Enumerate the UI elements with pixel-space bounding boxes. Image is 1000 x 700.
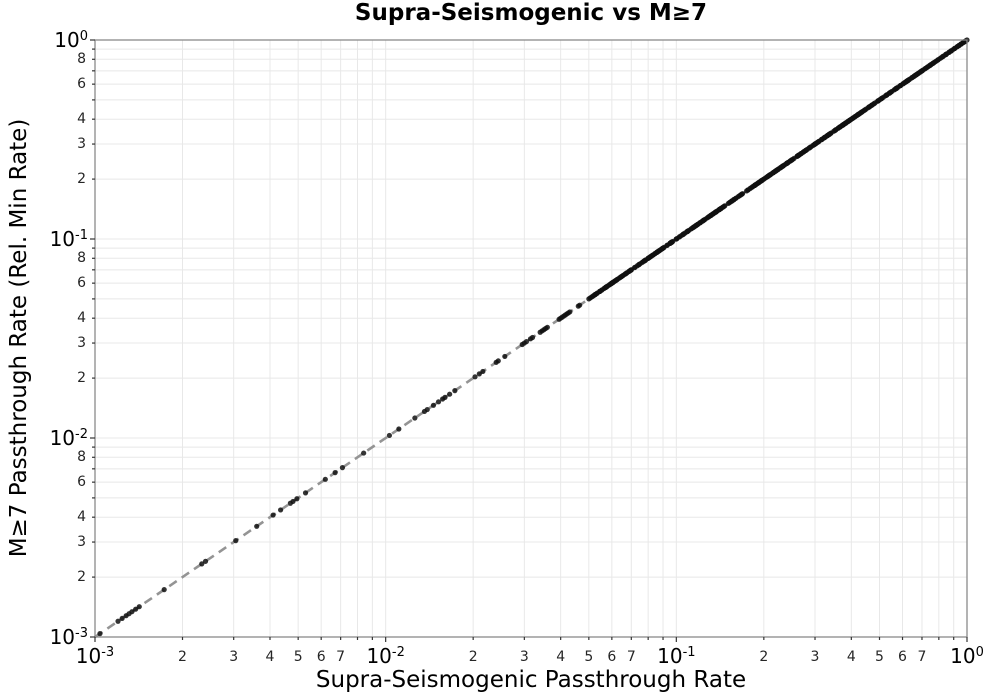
tick-marks (90, 39, 968, 642)
plot-border (94, 39, 968, 638)
x-axis-label: Supra-Seismogenic Passthrough Rate (315, 667, 747, 693)
gridlines (94, 39, 968, 638)
chart-title: Supra-Seismogenic vs M≥7 (354, 0, 708, 26)
scatter-points (97, 37, 970, 637)
